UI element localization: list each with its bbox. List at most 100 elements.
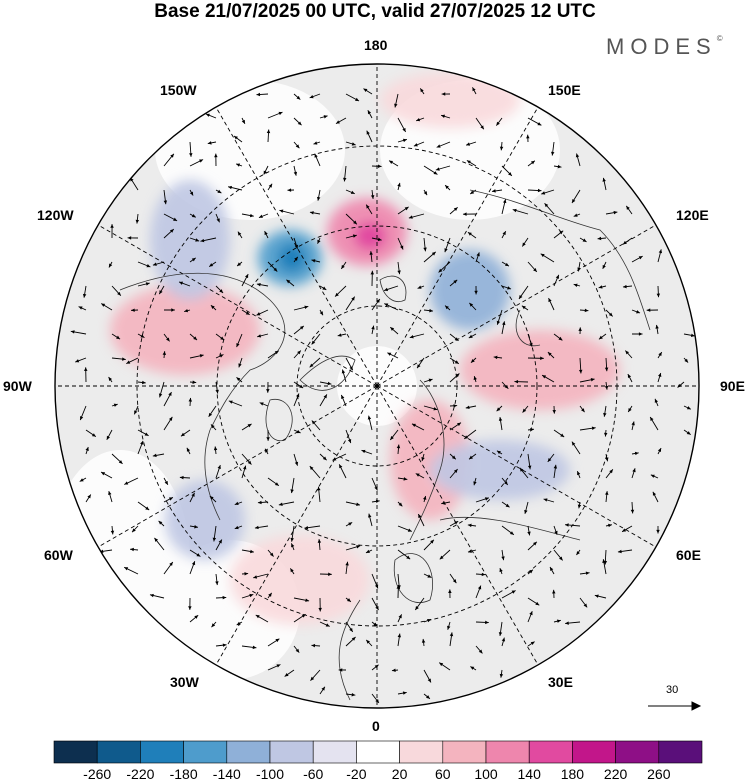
wind-arrow — [573, 283, 581, 287]
wind-arrow — [319, 394, 328, 407]
wind-arrow — [110, 525, 115, 535]
wind-arrow — [188, 397, 193, 407]
wind-arrow — [163, 213, 178, 222]
wind-arrow — [111, 403, 118, 407]
wind-arrow — [259, 402, 269, 407]
wind-arrow — [498, 417, 503, 431]
anomaly-pink-pacific — [380, 72, 520, 128]
colorbar-swatch — [572, 740, 616, 764]
wind-arrow — [553, 274, 560, 287]
wind-arrow — [345, 141, 356, 146]
wind-arrow — [345, 189, 355, 195]
wind-arrow — [228, 400, 243, 407]
wind-arrow — [319, 309, 324, 316]
wind-vectors — [70, 87, 695, 704]
lon-label-30e: 30E — [548, 674, 573, 690]
wind-arrow — [423, 308, 434, 313]
wind-arrow — [189, 492, 195, 503]
wind-arrow — [319, 621, 330, 627]
wind-arrow — [448, 589, 452, 599]
wind-arrow — [541, 374, 555, 383]
wind-arrow — [514, 379, 529, 384]
wind-arrow — [345, 597, 352, 603]
wind-arrow — [309, 465, 321, 479]
wind-arrow — [293, 305, 309, 311]
coastline-segment — [469, 189, 651, 331]
wind-arrow — [397, 237, 404, 250]
wind-arrow — [189, 561, 196, 575]
wind-arrow — [396, 444, 401, 455]
wind-arrow — [319, 686, 326, 695]
wind-arrow — [208, 261, 217, 268]
wind-arrow — [207, 141, 217, 145]
wind-arrow — [657, 249, 663, 263]
wind-arrow — [123, 566, 139, 575]
wind-arrow — [475, 585, 482, 599]
brand-text: MODES — [606, 34, 717, 59]
wind-arrow — [631, 451, 639, 456]
wind-arrow — [550, 141, 555, 156]
wind-arrow — [258, 213, 269, 219]
wind-arrow — [423, 573, 432, 578]
colorbar-tick-label: 220 — [603, 766, 628, 782]
wind-arrow — [189, 525, 199, 529]
wind-arrow — [421, 638, 426, 647]
wind-arrow — [345, 357, 354, 371]
wind-arrow — [579, 426, 596, 431]
wind-arrow — [543, 498, 555, 503]
wind-arrow — [423, 189, 428, 196]
wind-arrow — [361, 449, 373, 455]
wind-arrow — [149, 593, 165, 599]
lon-label-0: 0 — [372, 718, 380, 734]
wind-arrow — [627, 405, 633, 413]
wind-arrow — [264, 230, 269, 239]
wind-arrow — [189, 189, 194, 196]
colorbar-tick-label: -60 — [303, 766, 324, 782]
wind-arrow — [158, 285, 165, 295]
wind-arrow — [241, 645, 257, 650]
wind-arrow — [544, 202, 555, 215]
coastline-segment — [338, 599, 361, 701]
wind-arrow — [267, 638, 280, 647]
wind-arrow — [236, 333, 243, 348]
lon-label-150e: 150E — [548, 82, 581, 98]
wind-arrow — [493, 355, 503, 360]
wind-arrow — [604, 381, 609, 390]
wind-arrow — [154, 537, 165, 551]
colorbar-swatch — [312, 740, 357, 764]
colorbar-tick-label: 20 — [391, 766, 408, 782]
wind-arrow — [137, 501, 150, 511]
wind-arrow — [397, 691, 407, 695]
wind-arrow — [683, 405, 692, 410]
wind-arrow — [235, 163, 243, 167]
wind-arrow — [293, 141, 300, 149]
wind-arrow — [108, 490, 113, 503]
anomaly-blue-canada — [150, 180, 230, 300]
wind-arrow — [241, 465, 247, 479]
wind-arrow — [540, 253, 555, 263]
wind-arrow — [527, 261, 538, 273]
wind-arrow — [652, 491, 659, 503]
wind-arrow — [423, 693, 431, 700]
wind-arrow — [495, 117, 503, 126]
wind-arrow — [70, 330, 87, 335]
wind-arrow — [415, 473, 425, 479]
wind-arrow — [130, 547, 139, 552]
wind-arrow — [111, 453, 123, 465]
wind-arrow — [108, 261, 113, 268]
wind-arrow — [501, 477, 509, 486]
wind-arrow — [547, 453, 555, 463]
wind-arrow — [241, 593, 254, 599]
wind-arrow — [309, 357, 321, 368]
wind-arrow — [85, 494, 92, 503]
wind-arrow — [337, 333, 347, 337]
wind-arrow — [394, 93, 399, 108]
wind-arrow — [501, 501, 510, 508]
wind-arrow — [279, 209, 295, 215]
lon-label-60e: 60E — [676, 547, 701, 563]
wind-arrow — [575, 153, 581, 167]
anomaly-fields — [110, 72, 620, 625]
wind-arrow — [571, 441, 581, 455]
wind-arrow — [236, 261, 243, 267]
wind-arrow — [127, 236, 139, 240]
